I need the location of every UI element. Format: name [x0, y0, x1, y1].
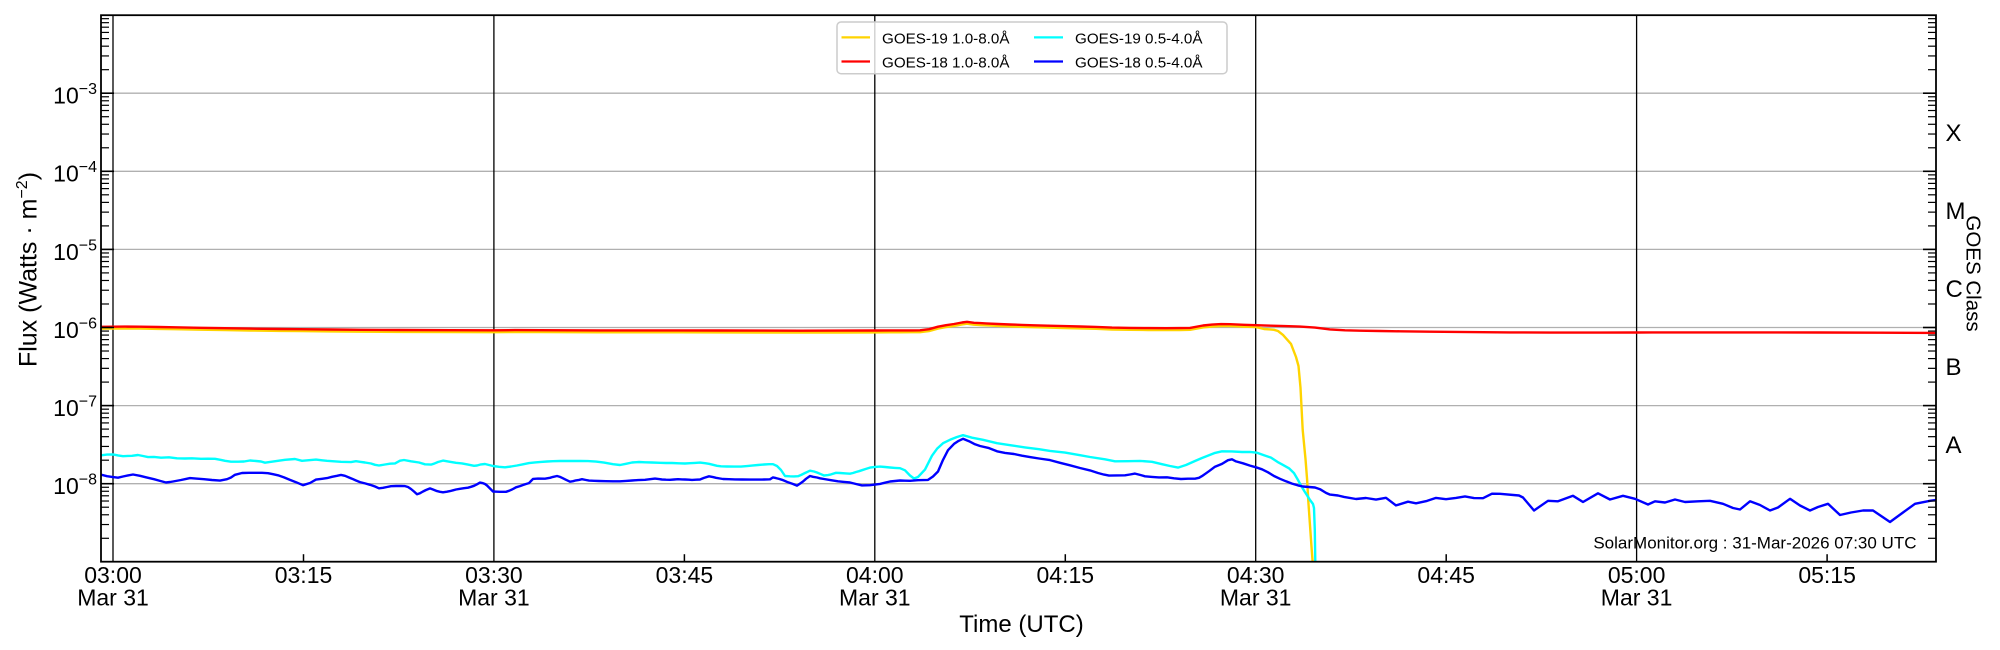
- svg-text:04:00: 04:00: [846, 562, 904, 588]
- svg-text:X: X: [1946, 120, 1962, 147]
- svg-text:04:30: 04:30: [1227, 562, 1285, 588]
- svg-text:Mar 31: Mar 31: [1220, 585, 1292, 611]
- svg-text:M: M: [1946, 198, 1966, 225]
- svg-text:SolarMonitor.org : 31-Mar-2026: SolarMonitor.org : 31-Mar-2026 07:30 UTC: [1593, 534, 1916, 553]
- svg-text:GOES-19 0.5-4.0Å: GOES-19 0.5-4.0Å: [1075, 30, 1203, 47]
- svg-text:05:00: 05:00: [1608, 562, 1666, 588]
- svg-text:GOES Class: GOES Class: [1962, 215, 1985, 331]
- svg-text:03:45: 03:45: [656, 562, 714, 588]
- svg-text:03:00: 03:00: [84, 562, 142, 588]
- svg-text:A: A: [1946, 432, 1962, 459]
- svg-text:03:30: 03:30: [465, 562, 523, 588]
- svg-text:Mar 31: Mar 31: [839, 585, 911, 611]
- svg-text:Mar 31: Mar 31: [77, 585, 149, 611]
- svg-text:GOES-19 1.0-8.0Å: GOES-19 1.0-8.0Å: [882, 30, 1010, 47]
- svg-text:Mar 31: Mar 31: [458, 585, 530, 611]
- svg-text:GOES-18 1.0-8.0Å: GOES-18 1.0-8.0Å: [882, 54, 1010, 71]
- svg-text:05:15: 05:15: [1798, 562, 1856, 588]
- svg-text:10−4: 10−4: [53, 159, 97, 187]
- svg-text:Flux (Watts · m−2): Flux (Watts · m−2): [14, 172, 43, 367]
- svg-text:GOES-18 0.5-4.0Å: GOES-18 0.5-4.0Å: [1075, 54, 1203, 71]
- svg-text:10−6: 10−6: [53, 315, 97, 343]
- svg-text:C: C: [1946, 276, 1963, 303]
- svg-text:04:15: 04:15: [1037, 562, 1095, 588]
- svg-text:03:15: 03:15: [275, 562, 333, 588]
- svg-text:Time (UTC): Time (UTC): [959, 611, 1083, 638]
- svg-text:B: B: [1946, 354, 1962, 381]
- svg-text:Mar 31: Mar 31: [1601, 585, 1673, 611]
- svg-text:04:45: 04:45: [1417, 562, 1475, 588]
